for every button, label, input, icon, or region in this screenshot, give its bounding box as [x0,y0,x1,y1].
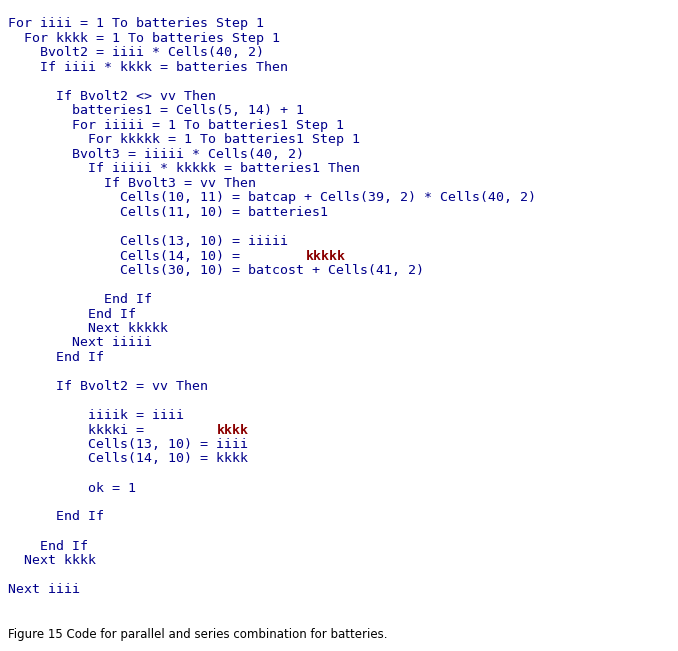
Text: Bvolt2 = iiii * Cells(40, 2): Bvolt2 = iiii * Cells(40, 2) [40,46,264,59]
Text: For iiiii = 1 To batteries1 Step 1: For iiiii = 1 To batteries1 Step 1 [72,119,344,132]
Text: For kkkk = 1 To batteries Step 1: For kkkk = 1 To batteries Step 1 [24,32,280,45]
Text: iiiik = iiii: iiiik = iiii [88,409,184,422]
Text: Cells(11, 10) = batteries1: Cells(11, 10) = batteries1 [120,206,328,219]
Text: Next kkkk: Next kkkk [24,554,96,567]
Text: End If: End If [56,510,104,523]
Text: If iiii * kkkk = batteries Then: If iiii * kkkk = batteries Then [40,61,288,74]
Text: For iiii = 1 To batteries Step 1: For iiii = 1 To batteries Step 1 [8,18,264,31]
Text: Next iiii: Next iiii [8,583,80,596]
Text: Cells(13, 10) = iiiii: Cells(13, 10) = iiiii [120,235,288,248]
Text: ok = 1: ok = 1 [88,482,136,495]
Text: End If: End If [56,351,104,364]
Text: If Bvolt3 = vv Then: If Bvolt3 = vv Then [104,177,256,190]
Text: kkkk: kkkk [217,424,249,437]
Text: batteries1 = Cells(5, 14) + 1: batteries1 = Cells(5, 14) + 1 [72,105,304,117]
Text: kkkkk: kkkkk [306,249,346,262]
Text: kkkki =: kkkki = [88,424,152,437]
Text: End If: End If [40,540,88,553]
Text: Bvolt3 = iiiii * Cells(40, 2): Bvolt3 = iiiii * Cells(40, 2) [72,148,304,161]
Text: Cells(10, 11) = batcap + Cells(39, 2) * Cells(40, 2): Cells(10, 11) = batcap + Cells(39, 2) * … [120,191,536,204]
Text: Next kkkkk: Next kkkkk [88,322,168,335]
Text: Cells(14, 10) = kkkk: Cells(14, 10) = kkkk [88,452,248,465]
Text: Figure 15 Code for parallel and series combination for batteries.: Figure 15 Code for parallel and series c… [8,628,388,641]
Text: If iiiii * kkkkk = batteries1 Then: If iiiii * kkkkk = batteries1 Then [88,163,360,176]
Text: Cells(30, 10) = batcost + Cells(41, 2): Cells(30, 10) = batcost + Cells(41, 2) [120,264,424,277]
Text: Cells(13, 10) = iiii: Cells(13, 10) = iiii [88,438,248,451]
Text: If Bvolt2 <> vv Then: If Bvolt2 <> vv Then [56,90,216,103]
Text: Next iiiii: Next iiiii [72,337,152,350]
Text: End If: End If [88,307,136,320]
Text: End If: End If [104,293,152,306]
Text: For kkkkk = 1 To batteries1 Step 1: For kkkkk = 1 To batteries1 Step 1 [88,133,360,146]
Text: Cells(14, 10) =: Cells(14, 10) = [120,249,248,262]
Text: If Bvolt2 = vv Then: If Bvolt2 = vv Then [56,380,208,393]
